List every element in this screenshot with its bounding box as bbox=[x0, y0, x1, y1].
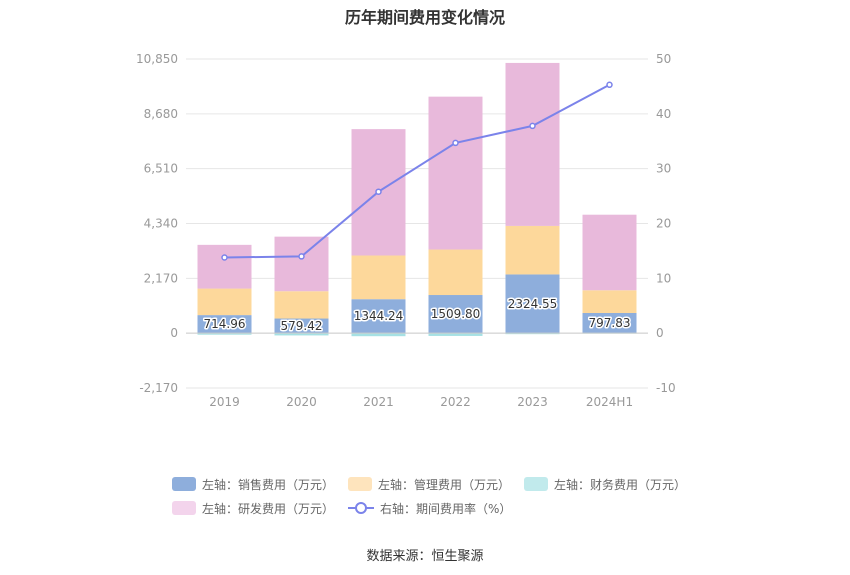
legend-row-2: 左轴：研发费用（万元） 右轴：期间费用率（%） bbox=[172, 496, 692, 520]
data-label-sales: 1509.80 bbox=[431, 307, 481, 321]
legend-label-rd: 左轴：研发费用（万元） bbox=[202, 501, 335, 516]
left-axis-tick-label: 2,170 bbox=[144, 271, 178, 285]
right-axis-tick-label: -10 bbox=[656, 381, 676, 395]
bar-segment bbox=[274, 333, 329, 336]
right-axis-tick-label: 40 bbox=[656, 107, 671, 121]
rate-point bbox=[298, 253, 305, 260]
rate-line bbox=[224, 83, 610, 259]
bar-segment bbox=[428, 96, 483, 250]
data-label-sales: 2324.55 bbox=[508, 297, 558, 311]
x-axis-tick-label: 2022 bbox=[440, 395, 471, 409]
legend-item-finance[interactable]: 左轴：财务费用（万元） bbox=[524, 476, 686, 493]
bar-segment bbox=[582, 214, 637, 291]
legend-line-rate-icon bbox=[348, 501, 375, 515]
chart-svg: -2,170 0 2,170 4,340 6,510 8,680 10,850 -10 0 10 2… bbox=[136, 52, 676, 409]
data-label-sales: 797.83 bbox=[589, 316, 631, 330]
right-axis-tick-label: 10 bbox=[656, 271, 671, 285]
right-axis-tick-label: 0 bbox=[656, 326, 664, 340]
data-label-sales: 579.42 bbox=[281, 319, 323, 333]
x-axis-tick-label: 2021 bbox=[363, 395, 394, 409]
right-axis-tick-label: 50 bbox=[656, 52, 671, 66]
source-note: 数据来源：恒生聚源 bbox=[366, 549, 484, 564]
left-axis-tick-label: 10,850 bbox=[136, 52, 178, 66]
bar-segment bbox=[505, 225, 560, 275]
chart-title: 历年期间费用变化情况 bbox=[344, 8, 505, 27]
bar-segment bbox=[351, 255, 406, 300]
bar-segment bbox=[351, 333, 406, 337]
bar-segment bbox=[505, 274, 560, 334]
bar-segment bbox=[428, 249, 483, 296]
legend-label-rate: 右轴：期间费用率（%） bbox=[380, 501, 512, 516]
left-axis-tick-label: 6,510 bbox=[144, 162, 178, 176]
bar-segment bbox=[505, 62, 560, 226]
legend-item-rate[interactable]: 右轴：期间费用率（%） bbox=[348, 500, 511, 517]
bar-segment bbox=[582, 313, 637, 334]
bar-segment bbox=[197, 288, 252, 316]
rate-point bbox=[375, 188, 382, 195]
bar-segment bbox=[274, 236, 329, 292]
bar-segment bbox=[274, 291, 329, 319]
rate-point bbox=[529, 122, 536, 130]
x-axis-tick-label: 2020 bbox=[286, 395, 317, 409]
bar-segment bbox=[197, 244, 252, 289]
legend-swatch-rd bbox=[172, 501, 196, 515]
legend-swatch-finance bbox=[524, 477, 549, 491]
right-axis-tick-label: 20 bbox=[656, 217, 671, 231]
bar-segment bbox=[582, 290, 637, 314]
x-axis-tick-label: 2023 bbox=[517, 395, 548, 409]
right-axis-tick-label: 30 bbox=[656, 162, 671, 176]
x-axis-tick-label: 2019 bbox=[209, 395, 240, 409]
legend-item-admin[interactable]: 左轴：管理费用（万元） bbox=[348, 476, 510, 493]
bar-segment bbox=[274, 318, 329, 334]
bar-segment bbox=[351, 299, 406, 334]
bar-segment bbox=[505, 333, 560, 335]
left-axis-tick-label: 0 bbox=[170, 326, 178, 340]
rate-point bbox=[221, 254, 228, 261]
bar-segment bbox=[428, 295, 483, 334]
rate-point bbox=[452, 139, 459, 147]
bar-segment bbox=[197, 315, 252, 334]
legend-swatch-admin bbox=[348, 477, 373, 491]
data-label-sales: 1344.24 bbox=[354, 309, 404, 323]
left-axis-tick-label: 4,340 bbox=[144, 217, 178, 231]
legend: 左轴：销售费用（万元） 左轴：管理费用（万元） 左轴：财务费用（万元） 左轴：研… bbox=[172, 472, 692, 520]
bar-segment bbox=[197, 333, 252, 335]
data-label-sales: 714.96 bbox=[204, 317, 246, 331]
legend-swatch-sales bbox=[172, 477, 196, 491]
legend-label-sales: 左轴：销售费用（万元） bbox=[202, 477, 335, 492]
legend-item-sales[interactable]: 左轴：销售费用（万元） bbox=[172, 476, 334, 493]
left-axis-tick-label: 8,680 bbox=[144, 107, 178, 121]
legend-label-admin: 左轴：管理费用（万元） bbox=[378, 477, 511, 492]
left-axis-tick-label: -2,170 bbox=[139, 381, 178, 395]
bar-segment bbox=[428, 333, 483, 336]
legend-label-finance: 左轴：财务费用（万元） bbox=[554, 477, 687, 492]
legend-item-rd[interactable]: 左轴：研发费用（万元） bbox=[172, 500, 334, 517]
rate-point bbox=[606, 81, 613, 89]
x-axis-tick-label: 2024H1 bbox=[586, 395, 633, 409]
legend-row-1: 左轴：销售费用（万元） 左轴：管理费用（万元） 左轴：财务费用（万元） bbox=[172, 472, 692, 496]
